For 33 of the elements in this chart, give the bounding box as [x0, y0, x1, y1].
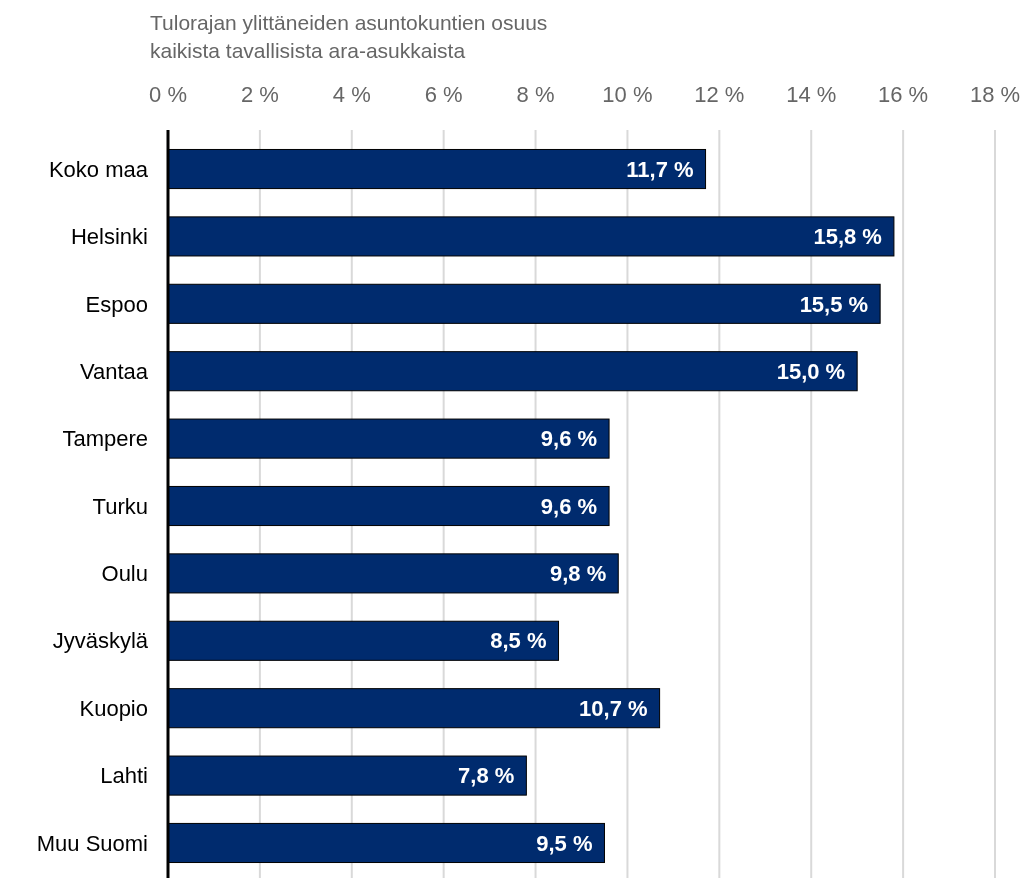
- y-tick-label: Turku: [92, 493, 148, 519]
- data-label: 11,7 %: [626, 156, 694, 182]
- data-label: 9,6 %: [540, 493, 598, 519]
- y-tick-label: Oulu: [101, 561, 148, 587]
- x-tick-label: 2 %: [240, 82, 279, 107]
- x-tick-label: 8 %: [516, 82, 555, 107]
- data-label: 9,5 %: [536, 830, 593, 856]
- y-tick-label: Koko maa: [48, 156, 149, 182]
- y-tick-label: Jyväskylä: [52, 628, 149, 654]
- y-tick-label: Muu Suomi: [36, 830, 148, 856]
- x-tick-label: 18 %: [969, 82, 1021, 107]
- data-label: 8,5 %: [490, 628, 547, 654]
- y-tick-label: Espoo: [85, 291, 148, 317]
- data-label: 9,6 %: [540, 426, 598, 452]
- y-tick-label: Lahti: [100, 763, 148, 789]
- data-label: 15,5 %: [799, 291, 869, 317]
- x-tick-label: 4 %: [332, 82, 371, 107]
- x-axis-title: Tulorajan ylittäneiden asuntokuntien osuus kaikista tavallisista ara-asukkaista: [150, 11, 548, 62]
- x-tick-label: 10 %: [602, 82, 653, 107]
- y-tick-label: Helsinki: [70, 224, 148, 250]
- x-tick-label: 12 %: [694, 82, 745, 107]
- x-tick-label: 6 %: [424, 82, 463, 107]
- y-tick-label: Vantaa: [79, 358, 149, 384]
- data-label: 15,8 %: [813, 224, 882, 250]
- x-tick-label: 0 %: [149, 82, 187, 107]
- x-tick-label: 14 %: [786, 82, 837, 107]
- data-label: 9,8 %: [549, 561, 607, 587]
- data-label: 15,0 %: [776, 358, 846, 384]
- y-tick-label: Kuopio: [79, 695, 148, 721]
- data-label: 10,7 %: [579, 695, 648, 721]
- data-label: 7,8 %: [458, 763, 515, 789]
- x-tick-label: 16 %: [878, 82, 929, 107]
- y-tick-label: Tampere: [62, 426, 148, 452]
